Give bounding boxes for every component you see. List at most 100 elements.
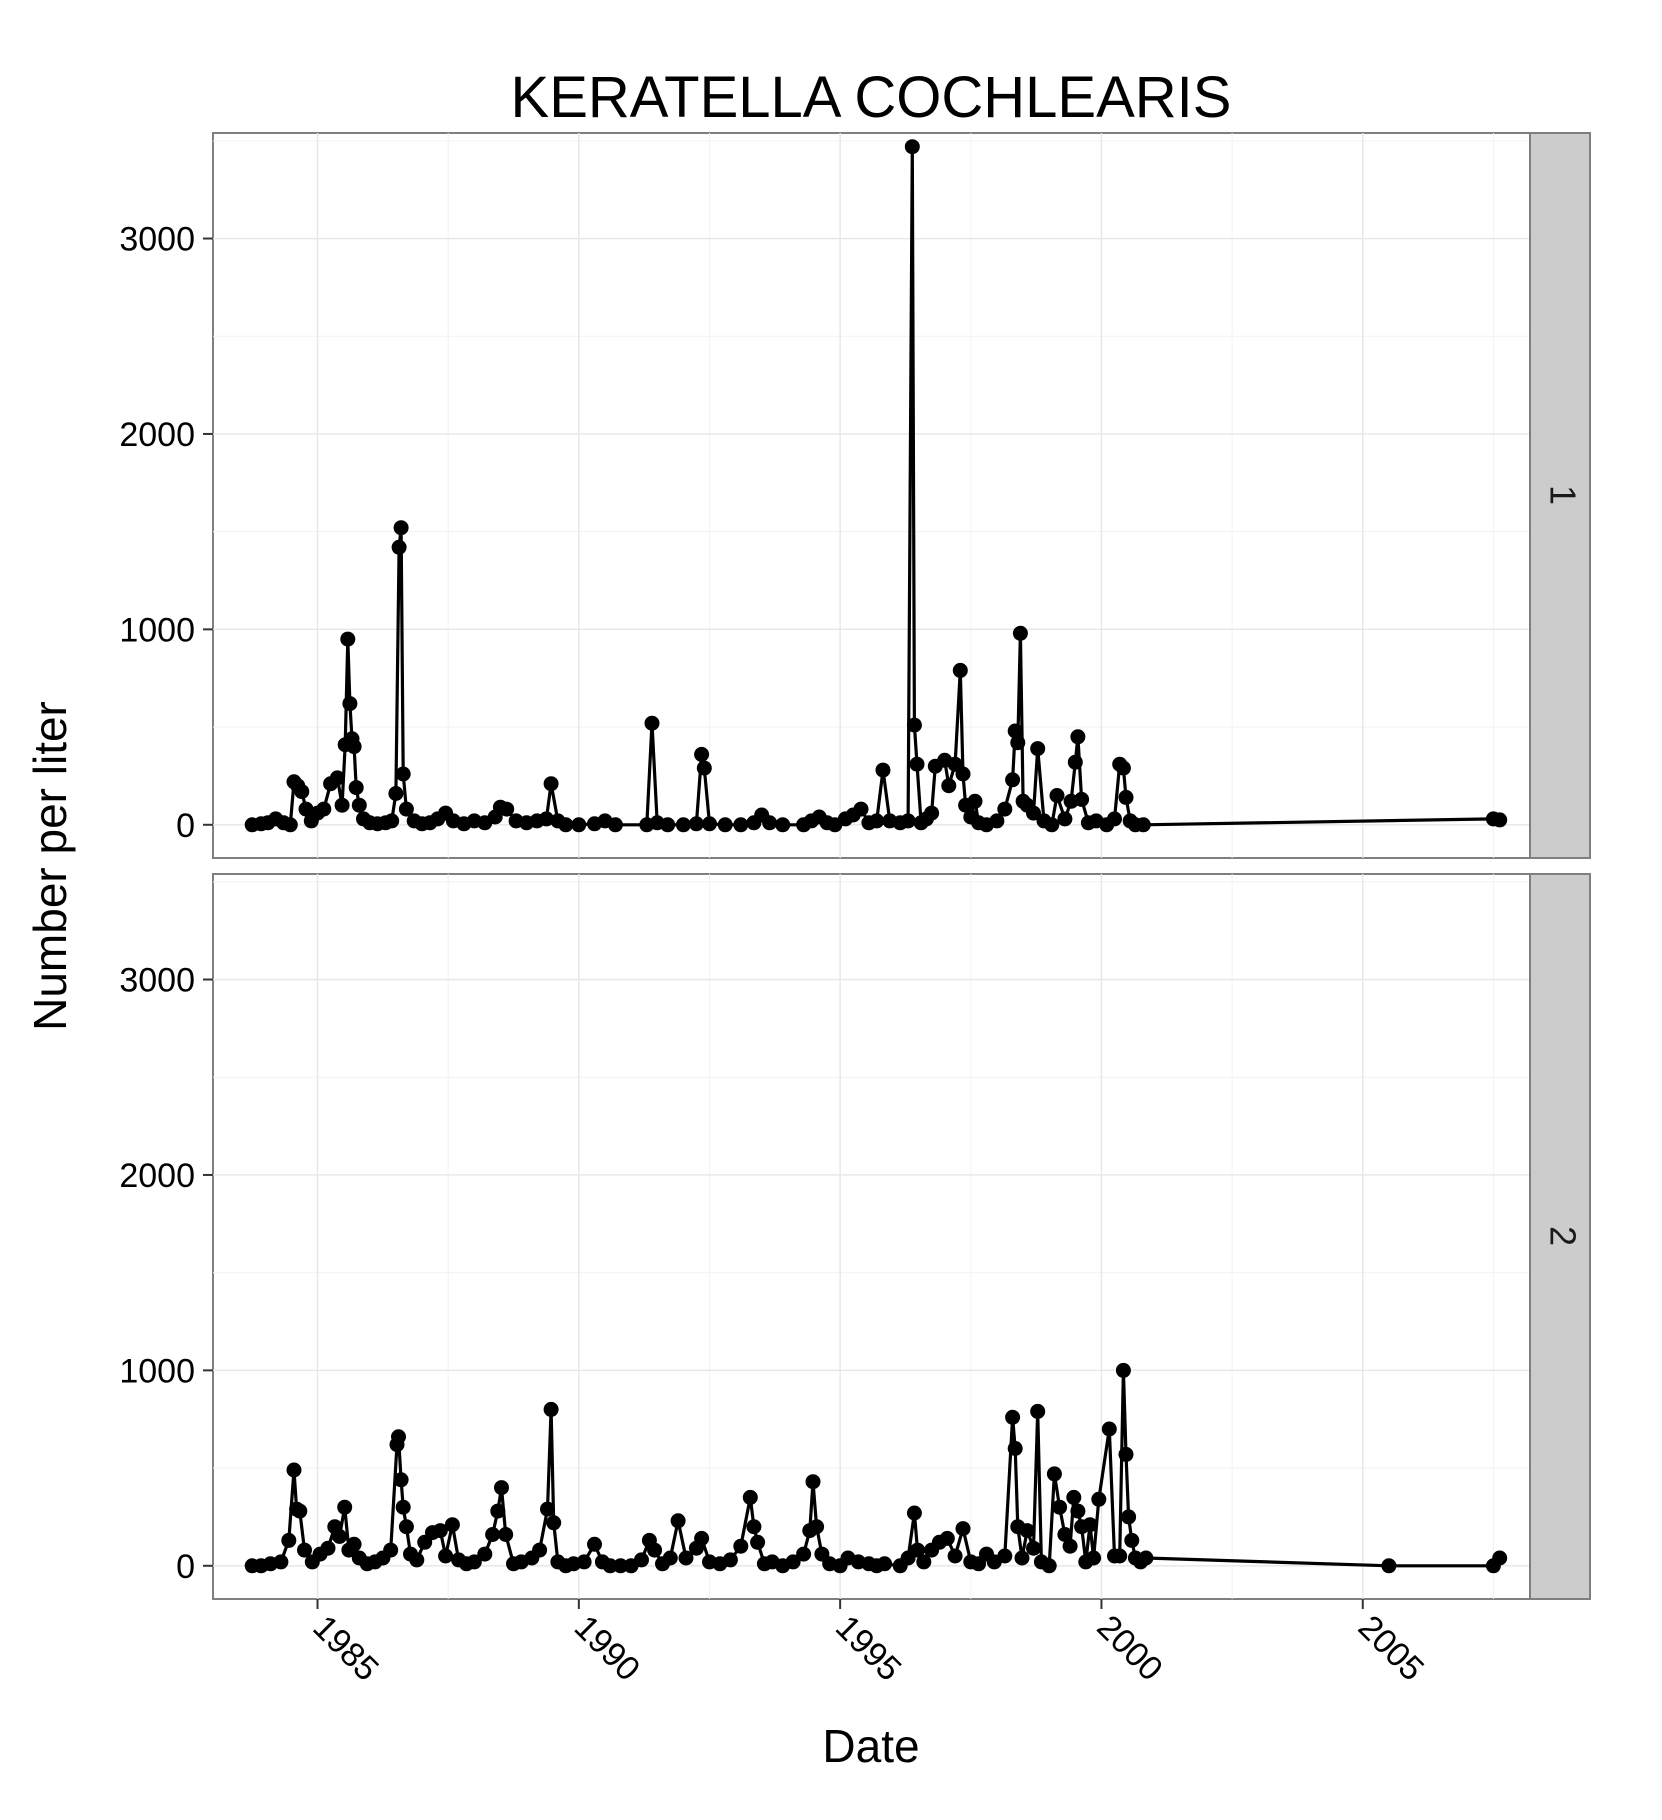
data-point [722,1552,738,1568]
data-point [1044,817,1060,833]
data-point [906,1505,922,1521]
data-point [477,1546,493,1562]
data-point [571,817,587,833]
y-tick-label: 0 [176,1548,195,1586]
data-point [1121,1509,1137,1525]
data-point [967,793,983,809]
data-point [1118,1446,1134,1462]
data-point [558,817,574,833]
data-point [694,1530,710,1546]
data-point [1101,1421,1117,1437]
data-point [383,1542,399,1558]
data-point [1492,1550,1508,1566]
y-axis-title: Number per liter [24,701,76,1031]
data-point [955,766,971,782]
data-point [1041,1558,1057,1574]
data-point [1046,1466,1062,1482]
data-point [485,1527,501,1542]
data-point [853,801,869,817]
data-point [997,801,1013,817]
data-point [538,811,554,827]
data-point [647,1542,663,1558]
data-point [916,1554,932,1570]
panel-1-y-axis: 0 1000 2000 3000 [119,221,213,845]
data-point [1074,791,1090,807]
chart-title: KERATELLA COCHLEARIS [511,65,1232,130]
data-point [904,139,920,155]
data-point [393,1472,409,1488]
data-point [750,1534,766,1550]
data-point [273,1554,289,1570]
data-point [281,1532,297,1548]
data-point [997,1548,1013,1564]
data-point [348,780,364,796]
panel-1-strip-label: 1 [1542,485,1583,505]
data-point [694,746,710,762]
data-point [877,1556,893,1572]
y-tick-label: 1000 [119,611,195,649]
data-point [1067,754,1083,770]
panel-2-y-axis: 0 1000 2000 3000 [119,962,213,1586]
data-point [678,1550,694,1566]
data-point [466,1554,482,1570]
data-point [342,696,358,712]
data-point [775,817,791,833]
data-point [391,1429,406,1445]
y-tick-label: 3000 [119,962,195,1000]
data-point [576,1554,592,1570]
data-point [1057,811,1073,827]
x-tick-label: 1990 [567,1608,647,1688]
panel-2-strip [1529,873,1591,1600]
data-point [395,766,411,782]
data-point [947,1548,963,1564]
panel-1-grid [213,133,1530,858]
data-point [955,1521,971,1537]
data-point [1057,1527,1073,1542]
data-point [432,1523,448,1539]
data-point [1118,789,1134,805]
data-point [1086,1550,1102,1566]
data-point [785,1554,801,1570]
data-point [340,631,356,647]
data-point [670,1513,686,1529]
data-point [329,770,345,786]
data-point [409,1552,425,1568]
data-point [675,817,691,833]
data-point [498,1527,514,1542]
data-point [805,1474,821,1490]
data-point [337,1499,353,1515]
x-axis-title: Date [822,1720,919,1772]
data-point [388,786,404,801]
data-point [351,797,367,813]
x-tick-label: 1985 [306,1608,386,1688]
data-point [602,1558,618,1574]
data-point [869,813,885,829]
data-point [762,815,778,831]
data-point [742,1489,758,1505]
data-point [1070,1503,1086,1519]
panel-2-background [212,873,1531,1600]
data-point [660,817,676,833]
data-point [1014,1550,1030,1566]
data-point [941,778,957,794]
data-point [1091,1491,1107,1507]
panel-1-series [244,139,1508,833]
data-point [332,1529,347,1544]
x-tick-label: 1995 [828,1608,908,1688]
data-point [395,1499,411,1515]
data-point [1115,1362,1131,1378]
data-point [286,1462,302,1478]
data-point [1138,1550,1154,1566]
data-point [809,1519,825,1535]
data-point [906,717,922,733]
data-point [1026,1540,1041,1556]
data-point [1070,729,1086,745]
data-point [320,1540,336,1556]
data-point [1019,1523,1035,1539]
data-point [391,539,407,555]
data-point [910,1542,925,1558]
data-point [543,1401,559,1417]
data-point [1030,741,1046,757]
data-point [292,1503,308,1519]
panel-2-grid [213,874,1530,1599]
